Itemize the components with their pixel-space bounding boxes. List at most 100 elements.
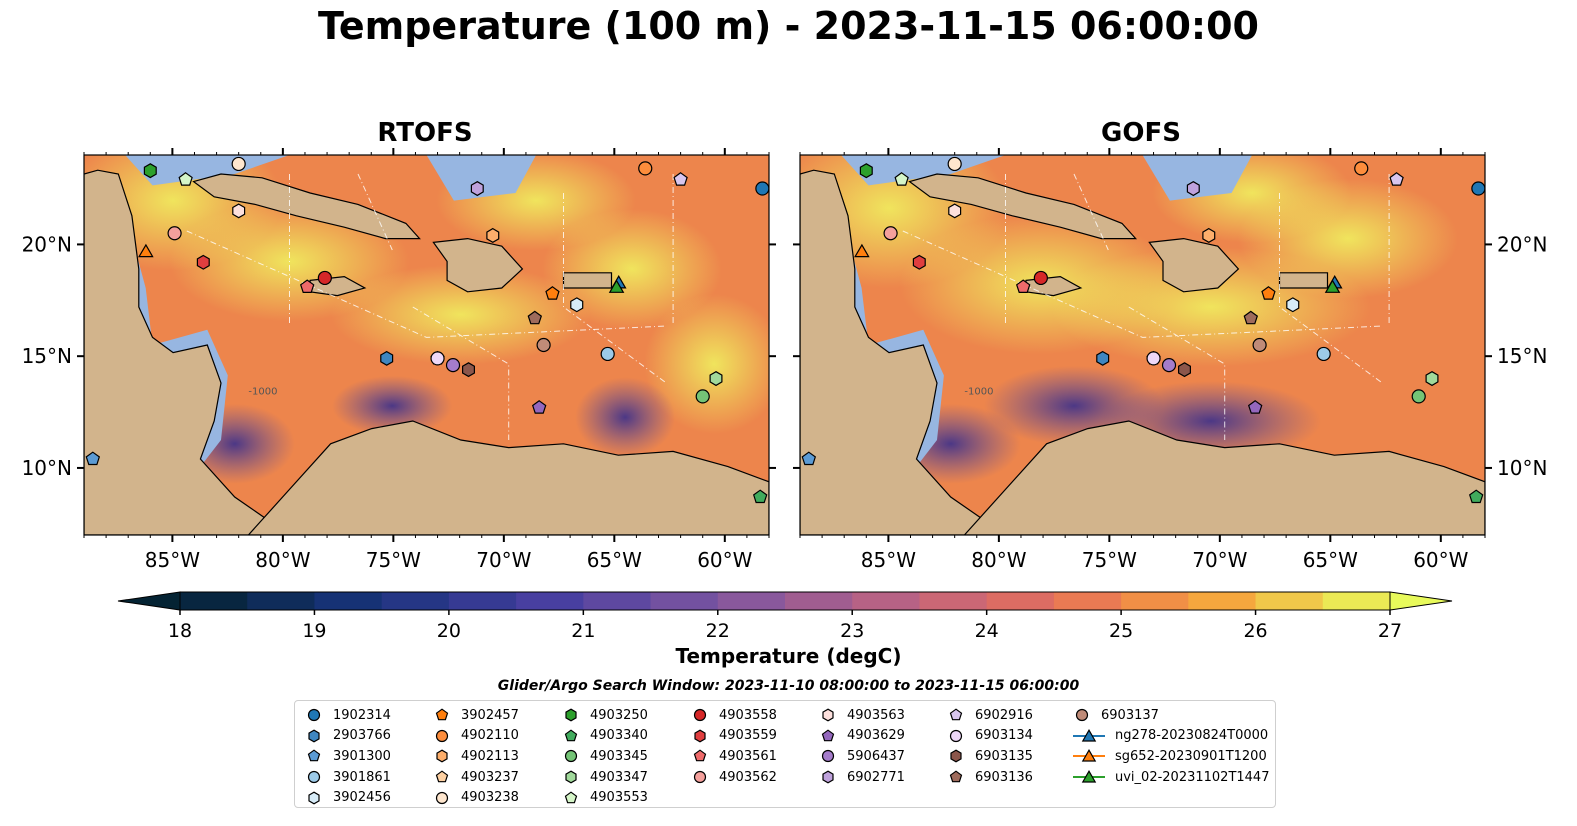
legend-item: 5906437 <box>819 746 905 767</box>
obs-marker-6903137 <box>1252 337 1267 353</box>
legend-item: 4903345 <box>562 746 648 767</box>
legend-item: ng278-20230824T0000 <box>1073 726 1269 747</box>
legend-marker-icon <box>821 729 835 742</box>
legend-marker-icon <box>1075 709 1089 722</box>
lon-tick-label: 70°W <box>476 548 531 572</box>
obs-marker-6902771 <box>470 181 484 197</box>
legend-marker-icon <box>949 708 963 721</box>
land-mass <box>247 420 769 535</box>
obs-marker-2903766 <box>380 350 394 366</box>
land-mass <box>908 173 1138 240</box>
legend-marker-shape <box>307 749 321 762</box>
legend-marker-icon <box>949 729 963 742</box>
obs-marker-4903629 <box>1247 400 1263 414</box>
colorbar-extend-low <box>117 591 181 611</box>
lat-tick-label: 10°N <box>1497 456 1547 480</box>
panel-title-gofs: GOFS <box>1101 118 1181 148</box>
obs-marker-4903553 <box>894 172 909 186</box>
legend-marker-shape <box>1081 728 1097 742</box>
obs-marker-4903562 <box>883 226 898 241</box>
colorbar-bin <box>1188 592 1257 610</box>
legend-marker-shape <box>565 770 577 784</box>
legend-marker-icon <box>307 770 321 784</box>
legend-marker-icon <box>821 750 835 763</box>
legend-title: Glider/Argo Search Window: 2023-11-10 08… <box>497 678 1080 694</box>
legend-marker-icon <box>822 708 834 722</box>
legend-label: ng278-20230824T0000 <box>1115 728 1269 744</box>
lon-tick-label: 80°W <box>255 548 310 572</box>
contour-label: -1000 <box>248 386 277 397</box>
legend-item: 1902314 <box>305 705 391 726</box>
lon-tick-label: 65°W <box>587 548 642 572</box>
legend-column: 4903558 4903559 4903561 4903562 <box>691 705 777 787</box>
legend-label: 4903250 <box>590 707 648 723</box>
map-frame <box>83 154 770 536</box>
lon-tick-label: 85°W <box>145 548 200 572</box>
lon-tick-label: 65°W <box>1303 548 1358 572</box>
legend-item: 3902457 <box>433 705 519 726</box>
legend-label: 3902457 <box>461 707 519 723</box>
legend-column: 6903137 ng278-20230824T0000 sg652-20230901… <box>1073 705 1269 787</box>
legend-marker-shape <box>1081 749 1097 763</box>
obs-marker-sg652-20230901T1200 <box>138 243 154 258</box>
map-figure: -1000 85°W 80°W 75°W 70°W 65°W 60°W 10°N 15°N 20°… <box>22 148 1547 640</box>
obs-marker-4903347 <box>1425 371 1439 387</box>
legend-label: 6902771 <box>847 769 905 785</box>
legend-marker-icon <box>565 770 577 784</box>
obs-marker-4903563 <box>948 203 962 219</box>
land-mass <box>432 237 524 293</box>
legend-marker-icon <box>693 770 707 784</box>
figure-title: Temperature (100 m) - 2023-11-15 06:00:0… <box>317 4 1259 48</box>
obs-marker-4902113 <box>486 227 500 243</box>
legend-label: 4903347 <box>590 769 648 785</box>
obs-marker-4903553 <box>178 172 193 186</box>
legend-marker-icon <box>435 770 449 783</box>
legend-marker-icon <box>308 729 320 743</box>
obs-marker-3902457 <box>545 286 560 300</box>
colorbar-bin <box>448 592 517 610</box>
colorbar-tick-label: 24 <box>975 620 999 640</box>
legend-item: 4903250 <box>562 705 648 726</box>
legend-item: 4903563 <box>819 705 905 726</box>
lon-tick-label: 70°W <box>1192 548 1247 572</box>
legend-item: 3902456 <box>305 787 391 808</box>
colorbar-bin <box>650 592 719 610</box>
obs-marker-3901300 <box>85 451 101 466</box>
colorbar-extend-high <box>1389 591 1453 611</box>
colorbar-bin <box>1255 592 1324 610</box>
legend-item: 4902113 <box>433 746 519 767</box>
eez-boundary <box>902 230 1383 338</box>
legend-marker-shape <box>949 729 963 742</box>
obs-marker-3901300 <box>801 451 817 466</box>
colorbar-bin <box>717 592 786 610</box>
legend-marker-shape <box>949 708 963 721</box>
lat-tick-label: 20°N <box>1497 232 1547 256</box>
legend-item: 4903629 <box>819 726 905 747</box>
obs-marker-uvi_02-20231102T1447 <box>608 279 625 293</box>
obs-marker-4903238 <box>231 156 246 172</box>
legend-marker-icon <box>308 791 320 805</box>
obs-marker-4903559 <box>912 254 926 270</box>
obs-marker-4903340 <box>1468 489 1484 504</box>
legend-label: 4903553 <box>590 790 648 806</box>
colorbar-tick-label: 27 <box>1378 620 1402 640</box>
colorbar-bin <box>247 592 315 610</box>
legend-label: 4903629 <box>847 728 905 744</box>
legend-marker-icon <box>1073 770 1105 783</box>
colorbar-tick-label: 19 <box>302 620 326 640</box>
legend-label: 4903559 <box>719 728 777 744</box>
legend-column: 6902916 6903134 6903135 6903136 <box>947 705 1033 787</box>
obs-marker-5906437 <box>445 358 461 373</box>
legend-marker-icon <box>564 729 578 742</box>
obs-marker-4903340 <box>752 489 768 504</box>
panel-title-rtofs: RTOFS <box>377 118 473 148</box>
colorbar-bin <box>919 592 988 610</box>
obs-marker-4903250 <box>143 163 157 179</box>
legend-column: 1902314 2903766 3901300 3901861 3902456 <box>305 705 391 808</box>
legend-label: 4903345 <box>590 748 648 764</box>
legend-label: 3902456 <box>333 790 391 806</box>
land-mass <box>1278 272 1329 289</box>
legend-marker-shape <box>821 729 835 742</box>
legend-label: 4902113 <box>461 748 519 764</box>
shelf-area <box>426 155 537 201</box>
